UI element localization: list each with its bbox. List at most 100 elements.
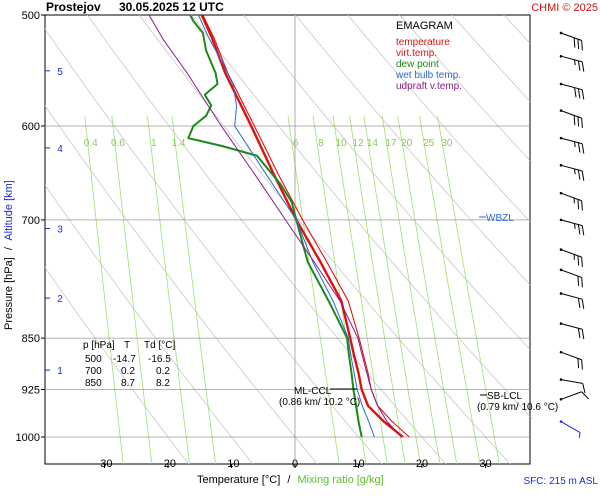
wind-barb-feather bbox=[581, 89, 585, 100]
wind-barb-shaft bbox=[560, 219, 583, 227]
wind-barb-feather bbox=[581, 118, 583, 128]
altitude-tick-label: 1 bbox=[57, 366, 63, 377]
x-axis-label: Temperature [°C] / Mixing ratio [g/kg] bbox=[197, 474, 384, 486]
wind-barb bbox=[559, 191, 583, 211]
wind-barb-feather bbox=[577, 142, 581, 153]
y-axis-label-pressure: Pressure [hPa] bbox=[3, 257, 15, 330]
x-axis-label-temp: Temperature [°C] bbox=[197, 474, 280, 486]
wind-barb-base bbox=[559, 136, 563, 140]
wind-barb-base bbox=[559, 378, 563, 381]
mixing-ratio-line bbox=[363, 115, 421, 464]
wind-barb-shaft bbox=[560, 421, 581, 434]
altitude-tick-label: 3 bbox=[57, 225, 63, 236]
mixing-ratio-label: 14 bbox=[367, 138, 379, 149]
wind-barb-shaft bbox=[560, 379, 583, 384]
wind-barb-feather bbox=[573, 37, 576, 48]
mixing-ratio-label: 0.6 bbox=[111, 138, 125, 149]
wind-barb-feather bbox=[581, 277, 583, 288]
wind-barb-shaft bbox=[560, 110, 582, 119]
wind-barb-feather bbox=[577, 358, 580, 369]
mixing-ratio-label: 30 bbox=[441, 138, 453, 149]
y-axis-label: Pressure [hPa] / Altitude [km] bbox=[3, 180, 15, 330]
wind-barb-feather bbox=[577, 88, 581, 99]
wind-barb-half-feather bbox=[573, 254, 575, 260]
wind-barb-feather bbox=[582, 383, 586, 394]
mixing-ratio-line bbox=[332, 115, 388, 464]
wind-barb bbox=[559, 268, 583, 288]
wind-barb bbox=[559, 350, 583, 370]
y-axis-label-altitude: Altitude [km] bbox=[3, 180, 15, 241]
dry-adiabat-line bbox=[399, 15, 530, 162]
wind-barb-shaft bbox=[560, 164, 583, 172]
wind-barb-feather bbox=[577, 169, 581, 180]
pressure-tick-label: 925 bbox=[22, 385, 40, 397]
wind-barb-feather bbox=[577, 39, 580, 50]
mixing-ratio-label: 17 bbox=[385, 138, 397, 149]
wind-barb bbox=[559, 248, 583, 267]
ml-ccl-value: (0.86 km/ 10.2 °C) bbox=[279, 397, 360, 408]
wbzl-label: WBZL bbox=[486, 213, 514, 224]
dry-adiabat-line bbox=[45, 28, 383, 464]
wind-barb-base bbox=[559, 420, 563, 423]
table-header-t: T bbox=[124, 340, 130, 351]
station-name: Prostejov bbox=[46, 0, 101, 14]
wind-barb-shaft bbox=[560, 192, 582, 202]
grid-lines bbox=[45, 15, 530, 464]
wind-barb-feather bbox=[581, 257, 583, 267]
surface-height-label: SFC: 215 m ASL bbox=[524, 476, 599, 487]
mixing-ratio-label: 25 bbox=[423, 138, 435, 149]
mixing-ratio-line bbox=[171, 115, 216, 464]
pressure-tick-label: 1000 bbox=[16, 432, 40, 444]
temperature-tick-label: 10 bbox=[352, 458, 364, 470]
wind-barb-feather bbox=[581, 200, 583, 211]
wind-barb-feather bbox=[577, 328, 581, 339]
mixing-ratio-line bbox=[287, 115, 340, 464]
table-cell: 8.2 bbox=[156, 378, 170, 389]
legend: EMAGRAM temperature virt.temp. dew point… bbox=[395, 20, 462, 92]
wind-barb-shaft bbox=[560, 249, 582, 258]
wind-barb bbox=[559, 82, 585, 100]
dry-adiabat-line bbox=[547, 0, 600, 467]
wind-barb-half-feather bbox=[574, 223, 576, 229]
wind-barb-shaft bbox=[560, 55, 583, 63]
wind-barb bbox=[559, 292, 585, 310]
wind-barb-feather bbox=[581, 40, 583, 51]
table-cell: -14.7 bbox=[113, 354, 136, 365]
wind-barb-feather bbox=[577, 199, 580, 210]
pressure-tick-label: 500 bbox=[22, 10, 40, 22]
wind-barb bbox=[559, 322, 585, 340]
wind-barb-shaft bbox=[560, 269, 582, 278]
legend-item-virt-temp: virt.temp. bbox=[396, 48, 437, 59]
wind-barb-feather bbox=[573, 115, 576, 126]
altitude-tick-label: 5 bbox=[57, 67, 63, 78]
wind-barb bbox=[559, 420, 581, 439]
legend-item-dew-point: dew point bbox=[396, 59, 439, 70]
dry-adiabat-line bbox=[190, 15, 530, 418]
wind-barb-shaft bbox=[560, 137, 583, 145]
pressure-tick-label: 600 bbox=[22, 121, 40, 133]
wind-barb-base bbox=[559, 397, 563, 401]
wind-barb-feather bbox=[574, 87, 577, 98]
dry-adiabat-line bbox=[45, 184, 254, 464]
wind-barb-feather bbox=[581, 329, 585, 340]
wind-barb-shaft bbox=[560, 391, 582, 400]
wind-barb-base bbox=[559, 350, 563, 354]
temperature-tick-label: -20 bbox=[160, 458, 176, 470]
wind-barb-base bbox=[559, 268, 563, 272]
wind-barb-feather bbox=[581, 170, 585, 181]
wind-barb-base bbox=[559, 31, 563, 35]
wind-barb-feather bbox=[577, 224, 581, 235]
temperature-tick-label: 20 bbox=[416, 458, 428, 470]
mixing-ratio-line bbox=[84, 115, 124, 464]
mixing-ratio-line bbox=[397, 115, 458, 464]
wind-barb-base bbox=[559, 164, 563, 167]
dry-adiabat-line bbox=[138, 15, 511, 464]
wind-barb-feather bbox=[581, 391, 589, 400]
mixing-ratio-line bbox=[111, 115, 153, 464]
mixing-ratio-line bbox=[437, 115, 500, 464]
wind-barb-base bbox=[559, 54, 563, 58]
mixing-ratio-line bbox=[381, 115, 441, 464]
wind-barb-base bbox=[559, 322, 563, 325]
wind-barb-feather bbox=[581, 61, 585, 72]
mixing-ratio-line bbox=[349, 115, 406, 464]
